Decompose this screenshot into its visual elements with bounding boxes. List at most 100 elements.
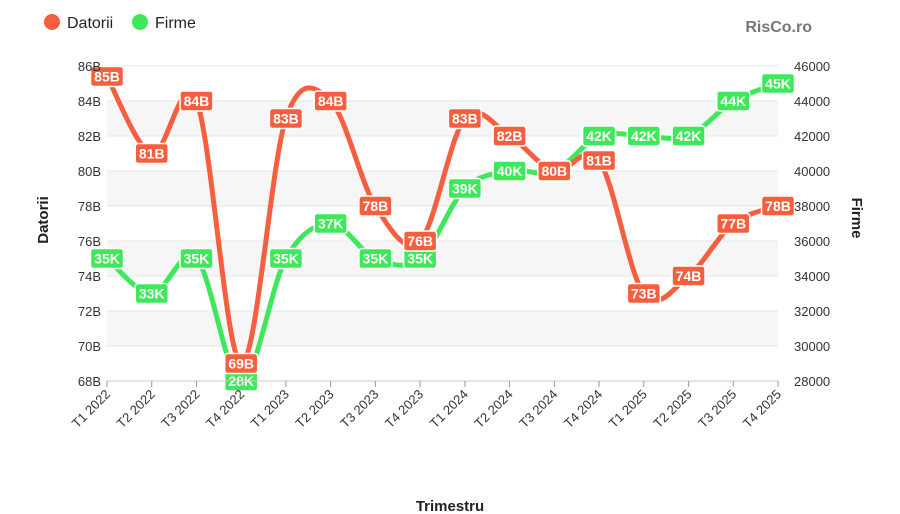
y-right-tick-label: 36000 — [794, 234, 830, 249]
y-axis-left-title: Datorii — [35, 196, 52, 244]
data-label-box — [268, 107, 304, 130]
x-axis-title: Trimestru — [416, 498, 484, 514]
data-label-box — [268, 247, 304, 270]
data-label-box — [223, 352, 259, 375]
data-label-text: 33K — [139, 286, 165, 302]
data-label-box — [671, 125, 706, 147]
data-label-datorii: 80B — [537, 160, 572, 182]
y-right-tick-label: 44000 — [794, 94, 830, 109]
y-left-tick-label: 70B — [78, 339, 101, 354]
data-label-text: 35K — [363, 251, 389, 267]
legend-item-firme[interactable]: Firme — [132, 14, 196, 32]
data-label-text: 78B — [363, 198, 389, 214]
data-label-box — [716, 90, 751, 112]
y-right-tick-label: 40000 — [794, 164, 830, 179]
data-label-text: 76B — [407, 233, 433, 249]
data-label-box — [134, 282, 169, 305]
data-label-text: 83B — [273, 111, 299, 127]
data-label-text: 80B — [541, 163, 567, 179]
x-tick-label: T4 2023 — [382, 387, 426, 431]
data-label-text: 35K — [273, 251, 299, 267]
x-tick-label: T2 2023 — [292, 387, 336, 431]
y-right-tick-label: 34000 — [794, 269, 830, 284]
data-label-datorii: 84B — [313, 90, 348, 112]
data-label-firme: 42K — [671, 125, 706, 147]
data-label-datorii: 77B — [716, 212, 751, 235]
data-label-box — [313, 212, 348, 235]
plot-band — [107, 101, 778, 136]
data-label-text: 42K — [586, 128, 612, 144]
data-label-firme: 44K — [716, 90, 751, 112]
y-right-tick-label: 30000 — [794, 339, 830, 354]
y-axis-left: 68B 70B 72B 74B 76B 78B 80B 82B 84B 86B — [78, 59, 101, 389]
data-label-box — [358, 247, 393, 270]
data-label-firme: 35K — [89, 247, 125, 270]
data-label-datorii: 69B — [223, 352, 259, 375]
data-label-datorii: 84B — [179, 90, 214, 112]
data-label-text: 85B — [94, 69, 120, 85]
data-label-datorii: 78B — [358, 195, 393, 217]
data-label-box — [402, 230, 438, 252]
x-tick-label: T2 2024 — [471, 387, 515, 431]
legend-marker-firme — [132, 14, 148, 30]
data-label-text: 78B — [765, 198, 791, 214]
data-label-text: 81B — [139, 146, 165, 162]
data-label-datorii: 78B — [760, 195, 796, 217]
x-tick-label: T1 2024 — [427, 387, 471, 431]
x-tick-label: T2 2022 — [114, 387, 158, 431]
x-tick-label: T4 2025 — [740, 387, 784, 431]
data-label-box — [537, 160, 572, 182]
data-labels: 35K33K35K28K35K37K35K35K39K40K40K42K42K4… — [89, 65, 796, 392]
data-label-datorii: 81B — [581, 149, 617, 172]
y-left-tick-label: 72B — [78, 304, 101, 319]
y-left-tick-label: 68B — [78, 374, 101, 389]
data-label-datorii: 73B — [626, 282, 662, 305]
y-right-tick-label: 38000 — [794, 199, 830, 214]
data-label-text: 73B — [631, 286, 657, 302]
data-label-box — [492, 125, 527, 147]
y-axis-right-title: Firme — [848, 198, 865, 239]
data-label-text: 35K — [184, 251, 210, 267]
data-label-text: 84B — [318, 93, 344, 109]
data-label-text: 84B — [184, 93, 210, 109]
legend-label-firme: Firme — [155, 15, 196, 32]
x-tick-label: T3 2024 — [516, 387, 560, 431]
data-label-box — [760, 195, 796, 217]
data-label-box — [358, 195, 393, 217]
data-label-datorii: 83B — [447, 107, 483, 130]
data-label-datorii: 82B — [492, 125, 527, 147]
data-label-box — [134, 142, 169, 165]
data-label-text: 69B — [228, 356, 254, 372]
data-label-datorii: 83B — [268, 107, 304, 130]
legend-marker-datorii — [44, 14, 60, 30]
y-left-tick-label: 84B — [78, 94, 101, 109]
data-label-box — [179, 90, 214, 112]
legend-item-datorii[interactable]: Datorii — [44, 14, 113, 32]
data-label-text: 77B — [720, 216, 746, 232]
y-right-tick-label: 42000 — [794, 129, 830, 144]
y-left-tick-label: 80B — [78, 164, 101, 179]
data-label-box — [626, 282, 662, 305]
data-label-box — [671, 265, 706, 287]
y-left-tick-label: 74B — [78, 269, 101, 284]
data-label-text: 35K — [94, 251, 120, 267]
data-label-firme: 35K — [358, 247, 393, 270]
data-label-box — [492, 160, 527, 182]
data-label-firme: 42K — [581, 125, 617, 147]
plot-background — [107, 101, 778, 346]
data-label-firme: 40K — [492, 160, 527, 182]
x-tick-label: T1 2022 — [69, 387, 113, 431]
y-right-tick-label: 46000 — [794, 59, 830, 74]
y-left-tick-label: 86B — [78, 59, 101, 74]
data-label-text: 37K — [318, 216, 344, 232]
x-tick-label: T2 2025 — [650, 387, 694, 431]
data-label-box — [179, 247, 214, 270]
data-label-firme: 45K — [760, 72, 796, 95]
data-label-datorii: 76B — [402, 230, 438, 252]
x-tick-label: T4 2024 — [561, 387, 605, 431]
data-label-text: 45K — [765, 76, 791, 92]
data-label-firme: 35K — [402, 247, 438, 270]
data-label-datorii: 74B — [671, 265, 706, 287]
data-label-firme: 35K — [268, 247, 304, 270]
